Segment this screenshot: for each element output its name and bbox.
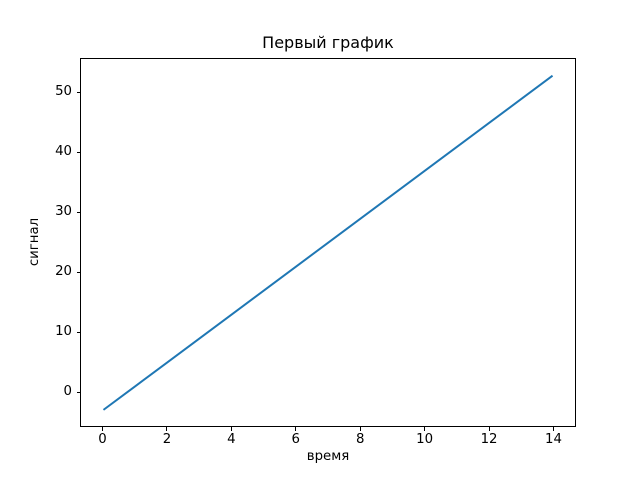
x-tick [166,427,168,431]
x-tick [552,427,554,431]
chart-title: Первый график [262,33,394,52]
line-plot-canvas [102,74,554,411]
y-tick [76,271,80,273]
x-axis-label: время [306,449,350,464]
y-tick [76,151,80,153]
y-axis-label: сигнал [27,217,42,267]
x-tick-label: 4 [227,432,236,448]
y-tick [76,91,80,93]
y-tick [76,211,80,213]
x-tick [359,427,361,431]
data-line-series [102,74,554,411]
x-tick [488,427,490,431]
x-tick [424,427,426,431]
y-tick-label: 30 [55,204,72,220]
x-tick-label: 12 [480,432,498,448]
x-tick [102,427,104,431]
x-tick-label: 6 [291,432,301,448]
y-tick-label: 40 [55,144,72,160]
y-tick [76,331,80,333]
x-tick [230,427,232,431]
y-tick-label: 50 [55,84,72,100]
y-tick-label: 0 [63,384,72,400]
x-tick-label: 8 [355,432,365,448]
x-tick [295,427,297,431]
y-tick [76,391,80,393]
y-tick-label: 10 [55,324,72,340]
y-tick-label: 20 [55,264,72,280]
x-tick-label: 10 [416,432,434,448]
x-tick-label: 2 [162,432,172,448]
plot-area [80,57,576,428]
x-tick-label: 0 [98,432,107,448]
x-tick-label: 14 [544,432,562,448]
